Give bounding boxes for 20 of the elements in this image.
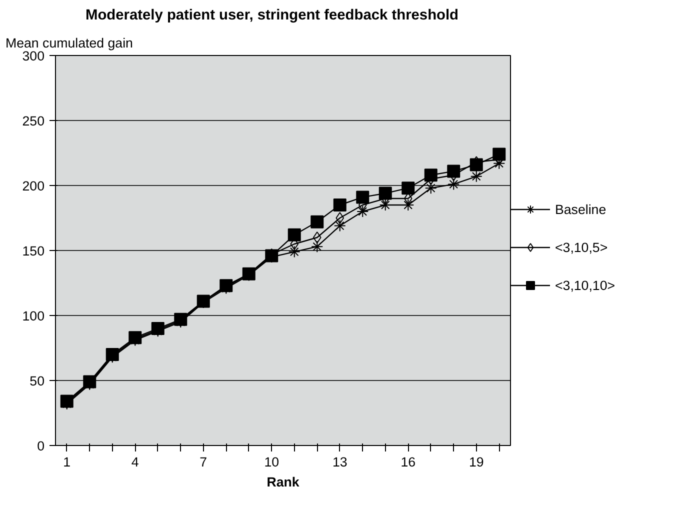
x-tick-label: 10 xyxy=(264,454,280,470)
y-tick-label: 300 xyxy=(22,48,45,64)
x-tick-label: 13 xyxy=(332,454,348,470)
x-axis-title: Rank xyxy=(266,474,300,490)
x-tick-label: 4 xyxy=(131,454,140,470)
y-tick-label: 0 xyxy=(37,438,45,454)
y-tick-label: 100 xyxy=(22,308,45,324)
y-tick-label: 150 xyxy=(22,244,45,258)
legend-label: Baseline xyxy=(555,202,608,216)
legend-label: <3,10,10> xyxy=(555,278,616,292)
x-tick-label: 1 xyxy=(63,454,71,470)
x-tick-label: 7 xyxy=(200,454,208,470)
x-tick-label: 16 xyxy=(400,454,416,470)
x-tick-label: 19 xyxy=(468,454,484,470)
legend-label: <3,10,5> xyxy=(555,240,609,254)
y-axis-title: Mean cumulated gain xyxy=(6,36,133,50)
y-tick-label: 200 xyxy=(22,178,45,194)
y-tick-label: 250 xyxy=(22,114,45,128)
chart-title: Moderately patient user, stringent feedback threshold xyxy=(86,8,459,24)
y-tick-label: 50 xyxy=(30,374,45,388)
